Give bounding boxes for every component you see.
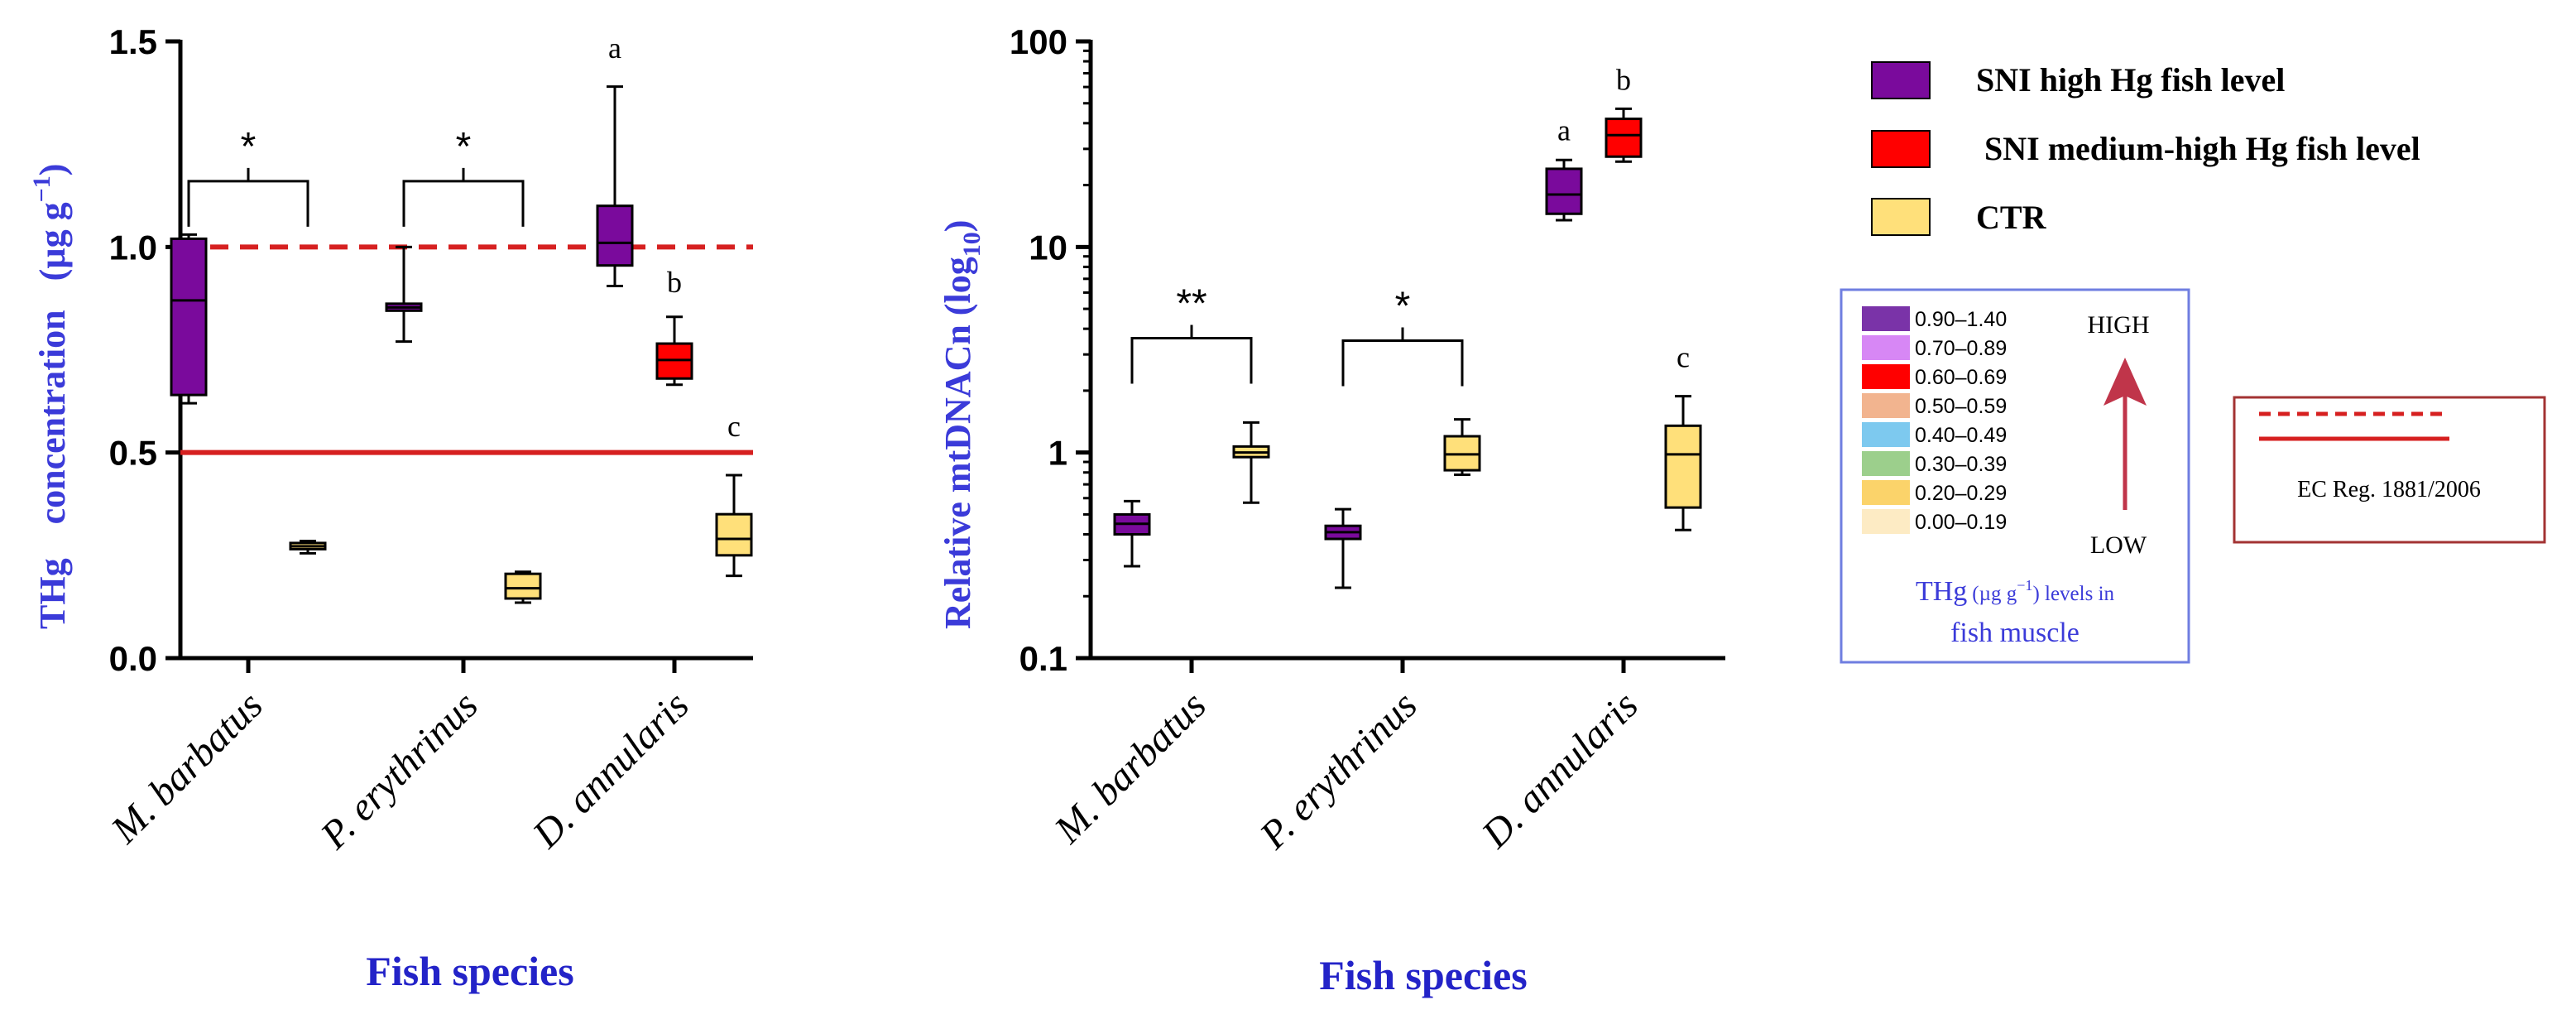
group-letter: c <box>727 410 741 443</box>
box-iqr <box>596 204 634 267</box>
scale-bin-swatch <box>1862 480 1910 505</box>
significance-label: * <box>1395 285 1411 329</box>
scale-low-label: LOW <box>2090 531 2147 559</box>
significance-bracket <box>402 167 525 227</box>
significance-label: * <box>456 125 472 169</box>
thg-level-scale: 0.90–1.40 0.70–0.89 0.60–0.69 0.50–0.59 0.40… <box>1840 288 2190 664</box>
panel-mtdnacn: 0.1 1 10 100 M. barbatus P. erythrinus D. annu… <box>938 22 1725 998</box>
legend-swatch-high <box>1871 61 1931 99</box>
increase-arrow-icon <box>2103 358 2147 406</box>
ec-legend-frame <box>2233 396 2546 544</box>
scale-high-label: HIGH <box>2088 311 2150 339</box>
significance-bracket <box>187 167 309 227</box>
box-iqr <box>170 237 208 397</box>
ec-regulation-legend: EC Reg. 1881/2006 <box>2233 396 2546 544</box>
left-y-tick-label: 0.0 <box>109 639 157 678</box>
significance-bracket <box>1130 325 1253 384</box>
scale-bin-label: 0.20–0.29 <box>1915 482 2007 505</box>
right-y-tick-label: 1 <box>1048 434 1067 473</box>
right-y-tick-label: 100 <box>1010 22 1067 61</box>
left-y-tick-label: 1.0 <box>109 228 157 267</box>
right-category-label: M. barbatus <box>1046 683 1215 852</box>
scale-bin-swatch <box>1862 364 1910 389</box>
left-y-tick-label: 0.5 <box>109 434 157 473</box>
significance-label: * <box>241 125 257 169</box>
significance-bracket <box>1341 327 1464 387</box>
scale-bin-label: 0.50–0.59 <box>1915 395 2007 418</box>
right-y-axis-label: Relative mtDNACn (log10) <box>938 220 986 629</box>
legend-label-high: SNI high Hg fish level <box>1976 61 2285 99</box>
left-x-axis-label: Fish species <box>366 948 573 994</box>
left-y-axis-label: THg concentration (µg g−1) <box>28 164 73 629</box>
legend-swatch-ctr <box>1871 198 1931 236</box>
legend-label-ctr: CTR <box>1976 199 2047 236</box>
scale-bin-label: 0.00–0.19 <box>1915 511 2007 534</box>
series-legend: SNI high Hg fish level SNI medium-high H… <box>1871 61 2420 236</box>
scale-bin-swatch <box>1862 335 1910 360</box>
right-category-label: P. erythrinus <box>1251 683 1426 858</box>
legend-label-medium-high: SNI medium-high Hg fish level <box>1984 130 2420 167</box>
scale-bin-label: 0.40–0.49 <box>1915 424 2007 447</box>
right-y-tick-label: 10 <box>1029 228 1067 267</box>
scale-bin-swatch <box>1862 509 1910 534</box>
box-iqr <box>1605 118 1643 158</box>
group-letter: a <box>608 31 621 65</box>
box-iqr <box>715 512 753 557</box>
scale-bin-label: 0.30–0.39 <box>1915 453 2007 476</box>
group-letter: a <box>1557 114 1571 147</box>
right-x-axis-label: Fish species <box>1319 952 1527 998</box>
scale-bin-swatch <box>1862 306 1910 331</box>
significance-label: ** <box>1176 282 1206 326</box>
box-iqr <box>1545 167 1583 215</box>
right-y-tick-label: 0.1 <box>1019 639 1067 678</box>
scale-bin-label: 0.70–0.89 <box>1915 337 2007 360</box>
scale-bin-label: 0.60–0.69 <box>1915 366 2007 389</box>
left-category-label: M. barbatus <box>103 683 271 852</box>
box-iqr <box>504 572 542 600</box>
left-y-tick-label: 1.5 <box>109 22 157 61</box>
scale-bin-label: 0.90–1.40 <box>1915 308 2007 331</box>
group-letter: b <box>1616 64 1631 97</box>
box-iqr <box>1664 424 1702 509</box>
left-category-label: P. erythrinus <box>312 683 487 858</box>
left-category-label: D. annularis <box>524 683 698 857</box>
scale-bin-swatch <box>1862 422 1910 447</box>
panel-thg-concentration: 0.0 0.5 1.0 1.5 M. barbatus P. erythrinus D. a… <box>28 22 753 994</box>
scale-bin-swatch <box>1862 393 1910 418</box>
right-category-label: D. annularis <box>1473 683 1647 857</box>
scale-bin-swatch <box>1862 451 1910 476</box>
scale-title-line1: THg (µg g−1) levels in <box>1916 576 2115 607</box>
ec-regulation-label: EC Reg. 1881/2006 <box>2297 477 2481 502</box>
group-letter: c <box>1677 341 1690 374</box>
group-letter: b <box>667 266 682 299</box>
scale-title-line2: fish muscle <box>1950 618 2080 648</box>
legend-swatch-medium-high <box>1871 130 1931 168</box>
